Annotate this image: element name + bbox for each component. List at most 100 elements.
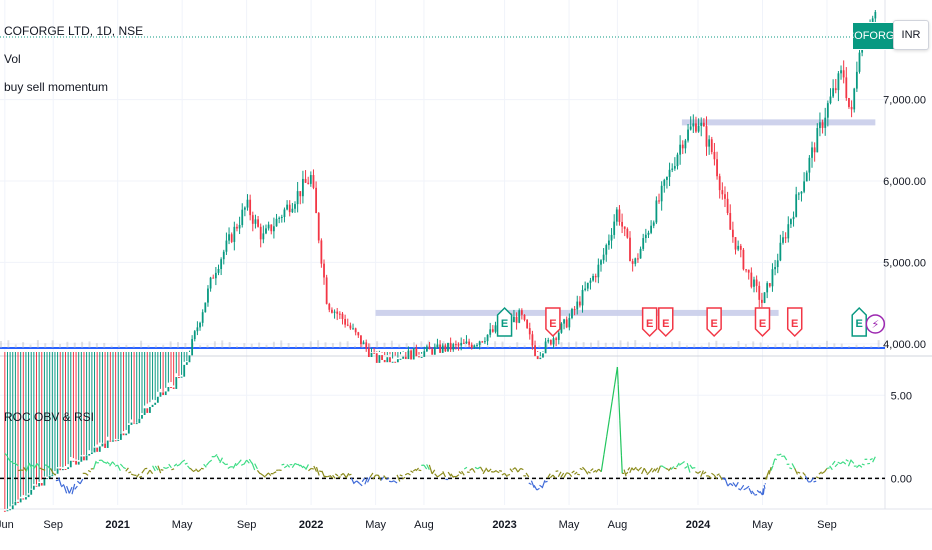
candle-body xyxy=(848,98,850,107)
osc-tick-label: 0.00 xyxy=(891,473,912,485)
volume-bar xyxy=(612,342,615,348)
oscillator-segment xyxy=(662,466,667,469)
candle-body xyxy=(431,349,434,355)
candle-body xyxy=(46,478,48,480)
candle-body xyxy=(159,392,162,397)
candle-body xyxy=(415,348,418,357)
oscillator-segment xyxy=(60,484,65,488)
candle-body xyxy=(708,139,711,147)
candle-body xyxy=(444,345,447,352)
candle-body xyxy=(826,103,829,118)
candle-body xyxy=(349,325,352,329)
oscillator-title[interactable]: ROC OBV & RSI xyxy=(4,410,95,424)
volume-bar xyxy=(833,343,836,348)
candle-body xyxy=(370,352,373,358)
x-tick-label: May xyxy=(752,519,773,531)
candle-body xyxy=(69,460,72,468)
oscillator-segment xyxy=(92,460,97,470)
earnings-marker: ⚡ xyxy=(865,314,886,334)
oscillator-segment xyxy=(713,474,718,480)
candle-body xyxy=(199,322,201,328)
oscillator-segment xyxy=(763,484,766,489)
candle-body xyxy=(270,224,273,232)
candle-body xyxy=(367,348,370,358)
candle-body xyxy=(302,178,304,197)
oscillator-segment xyxy=(574,471,578,475)
oscillator-segment xyxy=(47,465,51,471)
symbol-title[interactable]: COFORGE LTD, 1D, NSE xyxy=(4,24,144,38)
candle-body xyxy=(354,328,357,333)
candle-body xyxy=(547,340,550,342)
oscillator-segment xyxy=(125,467,129,472)
candle-body xyxy=(386,357,389,363)
volume-bar xyxy=(354,345,356,348)
oscillator-segment xyxy=(447,471,452,477)
oscillator-segment xyxy=(764,483,767,485)
candle-body xyxy=(639,248,642,259)
candle-body xyxy=(117,439,120,441)
candle-body xyxy=(331,309,333,313)
oscillator-segment xyxy=(595,468,600,473)
candle-body xyxy=(104,443,106,448)
candle-body xyxy=(565,319,568,328)
oscillator-segment xyxy=(334,473,339,477)
volume-bar xyxy=(516,342,519,348)
oscillator-segment xyxy=(869,458,873,461)
volume-bar xyxy=(405,343,408,348)
candle-body xyxy=(112,440,114,442)
candle-body xyxy=(188,355,191,363)
indicator-buy-sell-momentum[interactable]: buy sell momentum xyxy=(4,80,109,94)
candle-body xyxy=(531,334,534,346)
candle-body xyxy=(655,200,658,223)
candle-body xyxy=(476,344,478,346)
earnings-marker-shape xyxy=(658,307,674,338)
volume-bar xyxy=(154,345,157,348)
oscillator-segment xyxy=(756,489,761,494)
oscillator-segment xyxy=(412,468,417,472)
oscillator-segment xyxy=(122,466,126,470)
candle-body xyxy=(549,340,552,345)
oscillator-segment xyxy=(157,465,162,474)
candle-body xyxy=(338,313,341,315)
candle-body xyxy=(573,309,576,311)
oscillator-segment xyxy=(273,471,277,474)
volume-bar xyxy=(383,342,386,348)
oscillator-segment xyxy=(732,482,737,487)
zone-layer xyxy=(375,119,876,316)
oscillator-segment xyxy=(256,469,261,475)
oscillator-segment xyxy=(491,471,494,473)
oscillator-segment xyxy=(560,472,565,478)
oscillator-segment xyxy=(799,475,804,480)
candle-body xyxy=(441,345,444,353)
y-tick-label: 6,000.00 xyxy=(883,176,926,188)
candle-body xyxy=(267,224,270,229)
oscillator-segment xyxy=(840,461,844,465)
indicator-vol[interactable]: Vol xyxy=(4,52,21,66)
candle-body xyxy=(623,226,626,229)
support-resistance-zone xyxy=(681,119,876,126)
candle-body xyxy=(11,505,14,510)
candle-body xyxy=(243,207,246,210)
x-tick-label: Sep xyxy=(817,519,837,531)
oscillator-segment xyxy=(617,384,620,403)
candle-body xyxy=(341,313,344,319)
candle-body xyxy=(412,348,415,360)
oscillator-segment xyxy=(778,453,782,456)
volume-bar xyxy=(427,340,430,348)
candle-body xyxy=(233,226,236,242)
oscillator-segment xyxy=(582,466,586,471)
candle-body xyxy=(837,73,840,91)
candle-body xyxy=(534,345,536,357)
candle-body xyxy=(346,324,349,326)
candle-body xyxy=(449,342,452,350)
candle-body xyxy=(56,468,59,474)
candle-body xyxy=(27,494,30,498)
x-tick-label: 2023 xyxy=(492,519,516,531)
currency-button[interactable]: INR xyxy=(893,20,929,50)
volume-bar xyxy=(685,345,688,348)
volume-bar xyxy=(361,341,364,348)
oscillator-segment xyxy=(87,469,92,473)
oscillator-segment xyxy=(313,465,318,472)
oscillator-segment xyxy=(643,467,648,474)
